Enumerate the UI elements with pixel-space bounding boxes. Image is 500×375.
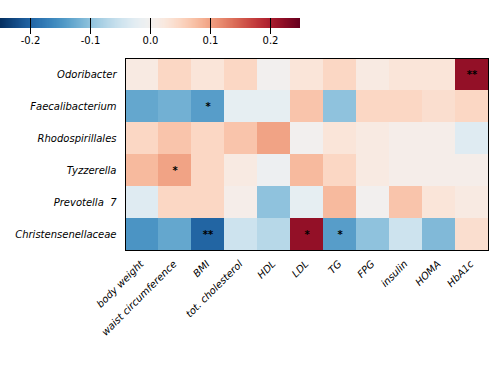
svg-text:*: * <box>172 165 178 176</box>
svg-text:**: ** <box>467 69 478 80</box>
svg-text:**: ** <box>203 229 214 240</box>
svg-text:0.1: 0.1 <box>203 35 219 46</box>
svg-text:waist circumference: waist circumference <box>99 258 178 337</box>
svg-text:*: * <box>304 229 310 240</box>
svg-text:TG: TG <box>326 258 344 276</box>
svg-text:Rhodospirillales: Rhodospirillales <box>38 133 117 144</box>
svg-text:BMI: BMI <box>191 258 212 279</box>
svg-text:Tyzzerella: Tyzzerella <box>67 165 117 176</box>
svg-text:*: * <box>205 101 211 112</box>
svg-text:Odoribacter: Odoribacter <box>57 69 117 80</box>
svg-text:insulin: insulin <box>379 258 410 289</box>
svg-text:LDL: LDL <box>290 258 311 279</box>
svg-text:0.2: 0.2 <box>263 35 279 46</box>
svg-text:HOMA: HOMA <box>413 258 443 288</box>
svg-text:body weight: body weight <box>94 258 146 310</box>
svg-text:HbA1c: HbA1c <box>445 258 476 289</box>
svg-text:HDL: HDL <box>255 258 277 280</box>
svg-text:Faecalibacterium: Faecalibacterium <box>30 101 116 112</box>
svg-text:tot. cholesterol: tot. cholesterol <box>184 258 245 319</box>
svg-text:-0.1: -0.1 <box>81 35 101 46</box>
svg-text:*: * <box>337 229 343 240</box>
svg-text:Christensenellaceae: Christensenellaceae <box>15 229 116 240</box>
svg-text:-0.2: -0.2 <box>21 35 41 46</box>
svg-text:FPG: FPG <box>355 258 377 280</box>
svg-text:0.0: 0.0 <box>143 35 159 46</box>
svg-text:Prevotella 7: Prevotella 7 <box>54 197 117 208</box>
